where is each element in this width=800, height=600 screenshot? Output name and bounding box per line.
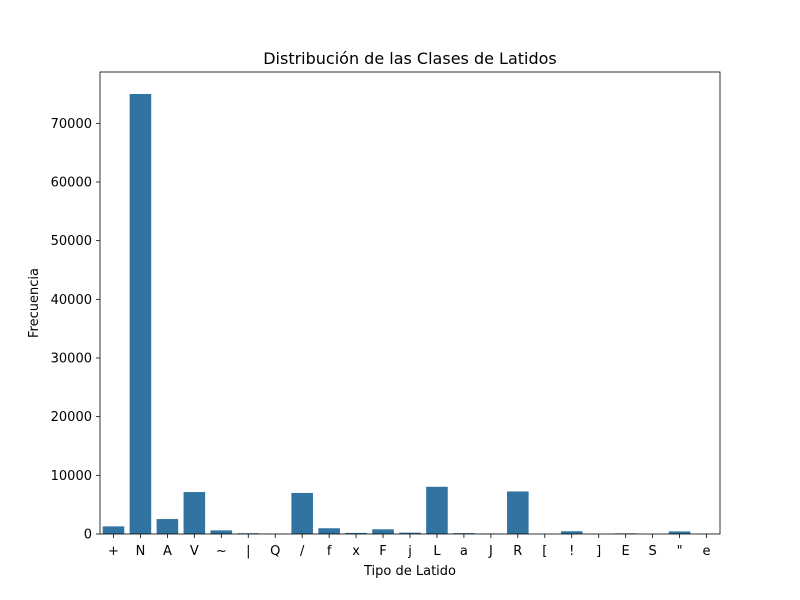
bar-21 — [668, 531, 691, 534]
x-tick-label-13: a — [460, 544, 468, 559]
x-tick-label-3: V — [190, 544, 199, 559]
x-tick-label-1: N — [136, 544, 146, 559]
x-tick-label-17: ! — [569, 544, 574, 559]
plot-frame — [99, 71, 721, 535]
y-tick-label-3: 30000 — [51, 352, 92, 367]
y-tick-label-0: 0 — [84, 528, 92, 543]
chart-title: Distribución de las Clases de Latidos — [263, 49, 557, 68]
x-tick-label-11: j — [407, 544, 412, 559]
y-axis-label: Frecuencia — [27, 268, 42, 338]
x-axis-label: Tipo de Latido — [363, 564, 456, 579]
y-tick-label-2: 20000 — [51, 410, 92, 425]
bar-4 — [210, 530, 233, 534]
x-tick-label-22: e — [703, 544, 711, 559]
x-tick-label-8: f — [327, 544, 332, 559]
x-tick-label-5: | — [246, 544, 250, 559]
x-tick-label-9: x — [352, 544, 360, 559]
x-tick-label-0: + — [108, 544, 119, 559]
bars — [102, 94, 718, 534]
x-tick-label-21: " — [677, 544, 683, 559]
y-tick-label-7: 70000 — [51, 117, 92, 132]
x-tick-label-15: R — [513, 544, 522, 559]
y-tick-label-1: 10000 — [51, 469, 92, 484]
bar-17 — [560, 531, 583, 534]
bar-12 — [426, 486, 448, 534]
x-tick-label-19: E — [622, 544, 630, 559]
bar-15 — [507, 491, 529, 534]
x-tick-label-6: Q — [270, 544, 280, 559]
bar-11 — [399, 532, 421, 534]
bar-0 — [102, 526, 125, 534]
x-tick-label-18: ] — [596, 544, 601, 559]
x-tick-label-2: A — [163, 544, 172, 559]
x-tick-label-7: / — [300, 544, 305, 559]
y-tick-label-4: 40000 — [51, 293, 92, 308]
bar-10 — [372, 529, 394, 534]
y-tick-label-6: 60000 — [51, 176, 92, 191]
bar-2 — [156, 519, 179, 534]
x-tick-label-20: S — [648, 544, 656, 559]
x-tick-label-12: L — [433, 544, 441, 559]
x-tick-label-14: J — [488, 544, 493, 559]
bar-13 — [453, 533, 475, 534]
x-tick-label-4: ~ — [216, 544, 227, 559]
y-axis: 0 10000 20000 30000 40000 50000 60000 70000 — [51, 117, 100, 543]
x-tick-label-16: [ — [542, 544, 547, 559]
bar-3 — [183, 492, 206, 534]
bar-7 — [291, 492, 313, 534]
bar-1 — [129, 94, 152, 534]
bar-9 — [345, 532, 367, 534]
y-tick-label-5: 50000 — [51, 234, 92, 249]
x-tick-label-10: F — [379, 544, 386, 559]
bar-8 — [318, 528, 340, 534]
